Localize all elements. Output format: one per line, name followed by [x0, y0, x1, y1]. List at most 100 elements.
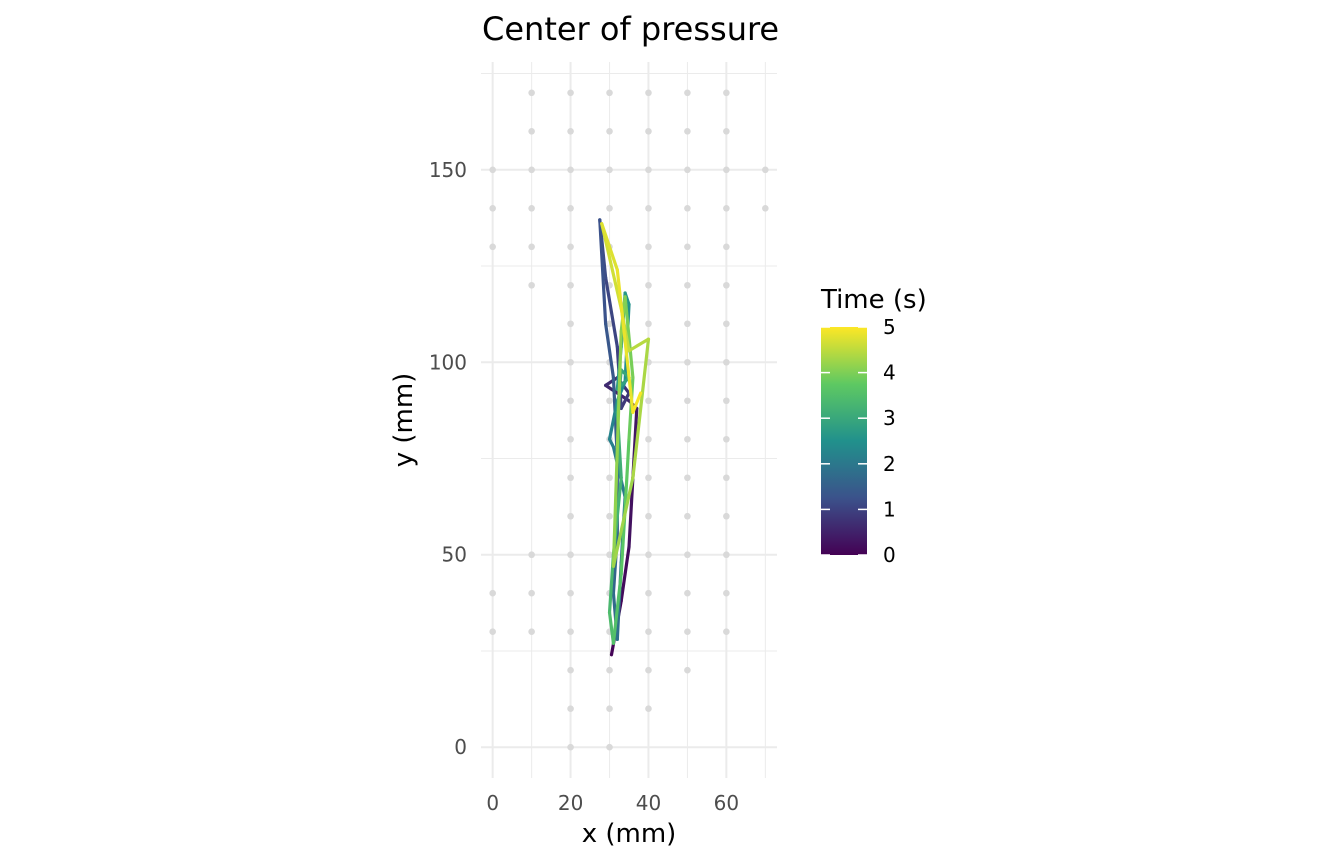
sensor-point [723, 589, 730, 597]
sensor-point [645, 320, 652, 328]
sensor-point [645, 666, 652, 674]
sensor-point [645, 589, 652, 597]
sensor-point [567, 89, 574, 97]
sensor-point [528, 166, 535, 174]
sensor-point [723, 89, 730, 97]
y-axis-title: y (mm) [389, 373, 419, 468]
sensor-point [723, 358, 730, 366]
path-segment [604, 275, 619, 349]
x-axis-title: x (mm) [582, 819, 677, 849]
path-segment [619, 545, 631, 603]
sensor-point [645, 474, 652, 482]
sensor-point [684, 397, 691, 405]
sensor-point [723, 435, 730, 443]
sensor-point [606, 666, 613, 674]
sensor-point [645, 243, 652, 251]
sensor-point [567, 320, 574, 328]
path-segment [611, 572, 623, 645]
legend-tick-label: 1 [883, 497, 896, 521]
sensor-point [567, 358, 574, 366]
sensor-point [606, 743, 613, 751]
sensor-point [567, 204, 574, 212]
x-axis-ticks: 0 20 40 60 [486, 791, 739, 815]
sensor-point [489, 204, 496, 212]
sensor-point [528, 281, 535, 289]
legend-tick-label: 3 [883, 406, 896, 430]
sensor-point [684, 358, 691, 366]
sensor-point [567, 666, 574, 674]
sensor-point [645, 127, 652, 135]
sensor-point [723, 281, 730, 289]
pressure-path [598, 218, 651, 657]
sensor-point [723, 397, 730, 405]
sensor-point [567, 243, 574, 251]
legend-colorbar [821, 327, 867, 555]
sensor-point [489, 628, 496, 636]
sensor-point [684, 204, 691, 212]
sensor-point [567, 512, 574, 520]
path-segment [623, 437, 631, 511]
sensor-point [567, 551, 574, 559]
sensor-point [606, 397, 613, 405]
sensor-point [606, 705, 613, 713]
sensor-point [645, 166, 652, 174]
y-tick-label: 100 [429, 350, 467, 374]
sensor-point [723, 243, 730, 251]
x-tick-label: 20 [558, 791, 583, 815]
legend-tick-label: 5 [883, 315, 896, 339]
y-tick-label: 0 [454, 735, 467, 759]
sensor-point [606, 512, 613, 520]
sensor-point [567, 628, 574, 636]
sensor-point [528, 89, 535, 97]
x-tick-label: 40 [636, 791, 661, 815]
x-tick-label: 0 [486, 791, 499, 815]
sensor-point [489, 243, 496, 251]
sensor-point [723, 628, 730, 636]
sensor-point [528, 589, 535, 597]
sensor-point [567, 743, 574, 751]
sensor-point [606, 320, 613, 328]
sensor-point [645, 705, 652, 713]
sensor-point [684, 127, 691, 135]
sensor-point [645, 204, 652, 212]
y-tick-label: 150 [429, 158, 467, 182]
path-segment [631, 391, 643, 414]
sensor-point [645, 281, 652, 289]
sensor-point [684, 512, 691, 520]
path-segment [615, 268, 635, 414]
y-axis-ticks: 0 50 100 150 [429, 158, 467, 759]
sensor-point [684, 89, 691, 97]
sensor-point [684, 435, 691, 443]
sensor-point [606, 127, 613, 135]
legend-tick-label: 0 [883, 543, 896, 567]
sensor-point [528, 551, 535, 559]
sensor-point [723, 512, 730, 520]
path-segment [611, 329, 623, 568]
sensor-point [528, 243, 535, 251]
legend-tick-label: 2 [883, 452, 896, 476]
sensor-point [762, 166, 769, 174]
sensor-point [567, 705, 574, 713]
sensor-point [606, 166, 613, 174]
sensor-point [645, 628, 652, 636]
sensor-point [723, 551, 730, 559]
path-segment [631, 337, 651, 480]
sensor-point [684, 589, 691, 597]
sensor-point [684, 281, 691, 289]
sensor-point [645, 397, 652, 405]
path-segment [598, 218, 608, 326]
sensor-point [489, 166, 496, 174]
sensor-point [606, 89, 613, 97]
sensor-point [606, 551, 613, 559]
path-segment [600, 222, 619, 272]
chart-title: Center of pressure [482, 10, 779, 48]
sensor-point [762, 204, 769, 212]
sensor-point [567, 474, 574, 482]
sensor-point [567, 397, 574, 405]
path-segment [611, 476, 635, 568]
sensor-point [684, 666, 691, 674]
sensor-point [528, 628, 535, 636]
legend-tick-label: 4 [883, 361, 896, 385]
path-segment [627, 337, 651, 353]
